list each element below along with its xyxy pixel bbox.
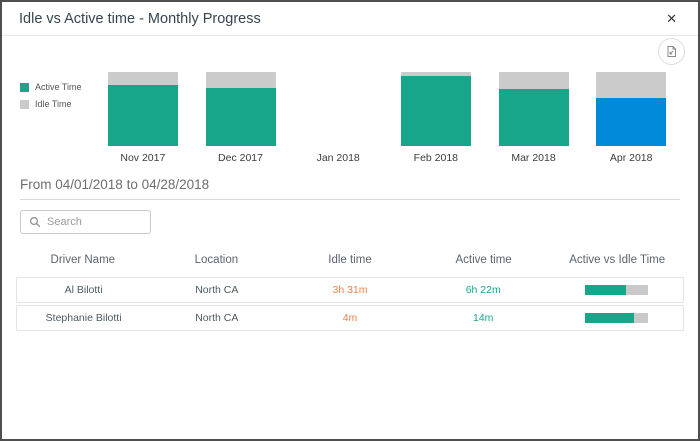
export-report-icon <box>667 46 676 57</box>
month-bar-apr-2018[interactable]: Apr 2018 <box>582 36 680 164</box>
dialog-title: Idle vs Active time - Monthly Progress <box>19 10 261 27</box>
legend-label: Idle Time <box>35 99 72 109</box>
drivers-table-body: Al Bilotti North CA 3h 31m 6h 22m Stephanie … <box>16 277 684 331</box>
column-header-idle-time: Idle time <box>328 254 372 266</box>
stacked-bar <box>400 72 471 146</box>
idle-segment <box>596 72 667 98</box>
idle-segment <box>107 72 178 86</box>
active-segment <box>205 88 276 146</box>
month-bar-nov-2017[interactable]: Nov 2017 <box>94 36 192 164</box>
month-label: Mar 2018 <box>511 152 556 164</box>
month-bar-mar-2018[interactable]: Mar 2018 <box>485 36 583 164</box>
stacked-bar <box>205 72 276 146</box>
table-row[interactable]: Al Bilotti North CA 3h 31m 6h 22m <box>16 277 684 303</box>
active-time-cell: 6h 22m <box>465 284 501 296</box>
idle-time-cell: 4m <box>342 312 358 324</box>
location-cell: North CA <box>195 312 239 324</box>
search-input[interactable] <box>47 216 142 228</box>
drivers-table-header: Driver Name Location Idle time Active ti… <box>16 247 684 277</box>
legend-swatch <box>20 82 29 92</box>
month-label: Apr 2018 <box>609 152 653 164</box>
legend-swatch <box>20 99 29 109</box>
month-bar-dec-2017[interactable]: Dec 2017 <box>192 36 290 164</box>
month-bar-jan-2018[interactable]: Jan 2018 <box>289 36 387 164</box>
legend-item-active-time[interactable]: Active Time <box>20 82 94 92</box>
export-report-button[interactable] <box>658 38 685 65</box>
active-segment <box>596 97 667 146</box>
active-vs-idle-cell <box>550 313 683 323</box>
active-segment <box>498 89 569 146</box>
date-range-label: From 04/01/2018 to 04/28/2018 <box>20 177 680 200</box>
stacked-bar <box>107 72 178 146</box>
legend-item-idle-time[interactable]: Idle Time <box>20 99 94 109</box>
month-label: Nov 2017 <box>120 152 166 164</box>
month-label: Jan 2018 <box>316 152 360 164</box>
active-segment <box>107 85 178 146</box>
idle-segment <box>205 72 276 89</box>
close-icon[interactable]: ✕ <box>666 11 677 26</box>
month-label: Dec 2017 <box>218 152 263 164</box>
active-segment <box>400 76 471 146</box>
legend-label: Active Time <box>35 82 82 92</box>
location-cell: North CA <box>195 284 239 296</box>
month-bar-feb-2018[interactable]: Feb 2018 <box>387 36 485 164</box>
idle-segment <box>498 72 569 90</box>
active-vs-idle-progress-track <box>584 285 648 295</box>
chart-bars: Nov 2017 Dec 2017 Jan 2018 Feb 2018 Mar 2018… <box>94 36 680 164</box>
stacked-bar <box>498 72 569 146</box>
active-time-cell: 14m <box>472 312 494 324</box>
driver-name-cell: Stephanie Bilotti <box>45 312 122 324</box>
column-header-active-time: Active time <box>455 254 512 266</box>
stacked-bar <box>303 72 373 146</box>
driver-name-cell: Al Bilotti <box>64 284 103 296</box>
column-header-location: Location <box>194 254 239 266</box>
column-header-driver-name: Driver Name <box>50 254 116 266</box>
idle-time-cell: 3h 31m <box>332 284 368 296</box>
monthly-chart: Active Time Idle Time Nov 2017 Dec 2017 Jan… <box>2 36 698 164</box>
month-label: Feb 2018 <box>413 152 459 164</box>
active-vs-idle-cell <box>550 285 683 295</box>
column-header-active-vs-idle: Active vs Idle Time <box>569 254 666 266</box>
search-box[interactable] <box>20 210 151 234</box>
dialog-header: Idle vs Active time - Monthly Progress ✕ <box>2 2 698 36</box>
search-icon <box>29 216 41 228</box>
active-vs-idle-progress-track <box>584 313 648 323</box>
table-row[interactable]: Stephanie Bilotti North CA 4m 14m <box>16 305 684 331</box>
active-vs-idle-progress-fill <box>584 285 626 295</box>
active-vs-idle-progress-fill <box>584 313 635 323</box>
idle-segment <box>400 72 471 77</box>
stacked-bar <box>596 72 667 146</box>
chart-legend: Active Time Idle Time <box>20 36 94 164</box>
drivers-table: Driver Name Location Idle time Active ti… <box>16 247 684 331</box>
